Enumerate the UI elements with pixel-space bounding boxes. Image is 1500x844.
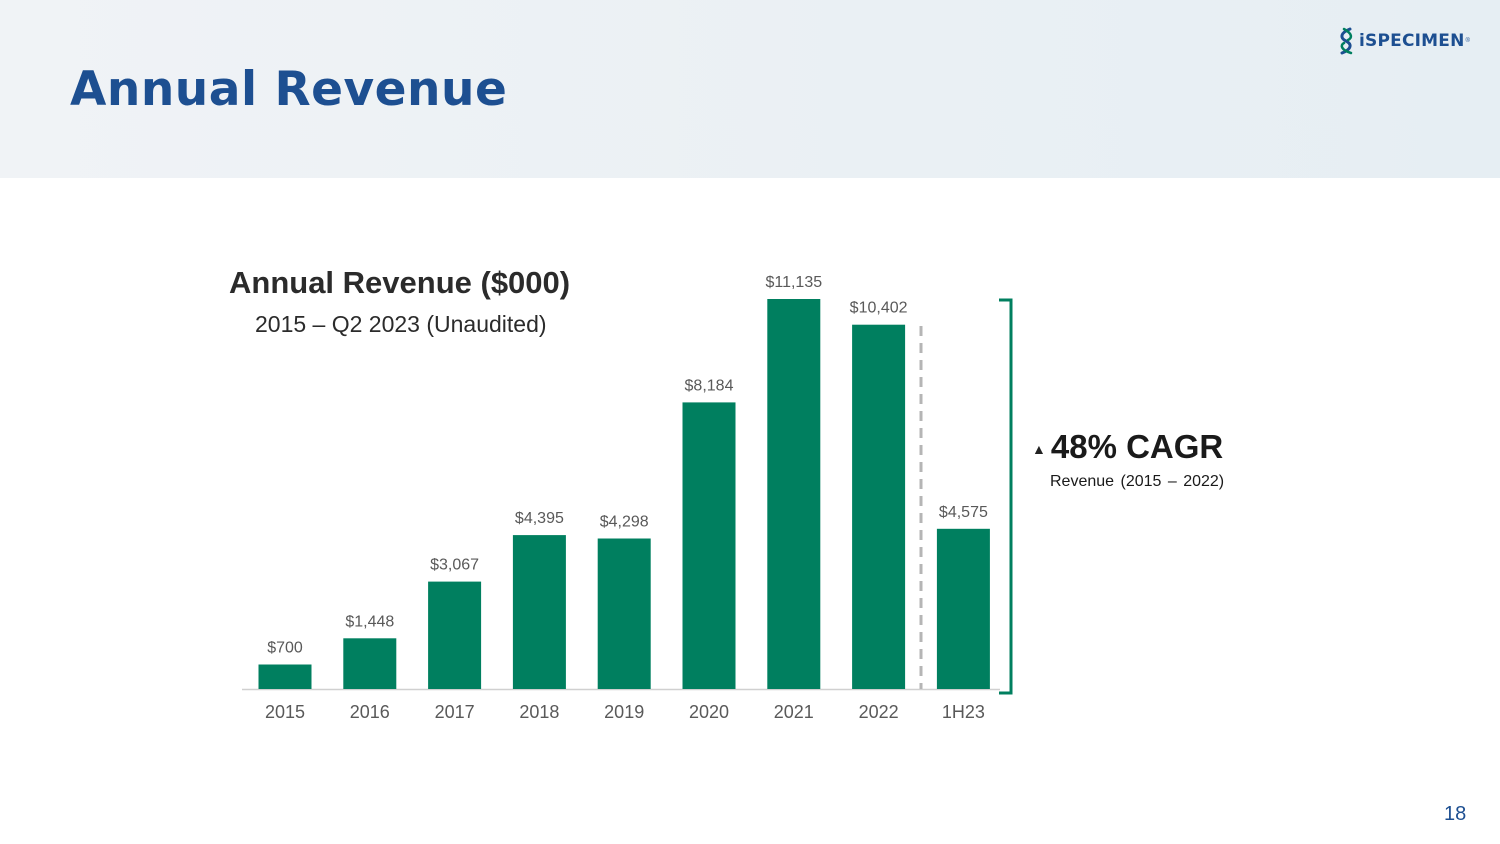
bar-2017 [428,581,482,689]
data-label-1H23: $4,575 [939,504,988,521]
cagr-callout: ▲ 48% CAGR [1032,428,1223,466]
logo-registered-mark: ® [1465,38,1470,44]
data-label-2021: $11,135 [765,274,822,291]
header-band [0,0,1500,178]
bar-2021 [767,299,821,689]
chart-subtitle: 2015 – Q2 2023 (Unaudited) [255,311,547,337]
data-label-2020: $8,184 [685,377,734,394]
up-arrow-icon: ▲ [1032,441,1046,457]
bar-2016 [343,638,397,689]
x-tick-label-2016: 2016 [350,702,390,722]
x-tick-label-2021: 2021 [774,702,814,722]
page-number: 18 [1444,803,1467,825]
chart-title: Annual Revenue ($000) [229,265,571,300]
bar-2020 [682,402,736,689]
data-label-2019: $4,298 [600,514,649,531]
logo-text: iSPECIMEN [1359,31,1465,51]
x-tick-label-2019: 2019 [604,702,644,722]
data-label-2018: $4,395 [515,510,564,527]
x-tick-label-2022: 2022 [859,702,899,722]
slide-title: Annual Revenue [70,62,508,117]
x-tick-label-2020: 2020 [689,702,729,722]
x-tick-label-2015: 2015 [265,702,305,722]
bar-2015 [258,664,312,689]
bar-2018 [512,535,566,689]
data-label-2015: $700 [267,640,303,657]
x-tick-label-2018: 2018 [519,702,559,722]
bar-2022 [852,324,906,689]
data-label-2017: $3,067 [430,557,479,574]
company-logo: iSPECIMEN ® [1338,26,1470,56]
cagr-bracket [999,298,1013,695]
bar-2019 [597,538,651,689]
x-tick-label-2017: 2017 [435,702,475,722]
cagr-value: 48% CAGR [1050,428,1224,465]
x-tick-label-1H23: 1H23 [942,702,985,722]
bar-1H23 [936,528,990,689]
cagr-caption: Revenue (2015 – 2022) [1050,473,1225,490]
dna-helix-icon [1340,27,1353,55]
data-label-2022: $10,402 [850,300,908,317]
data-label-2016: $1,448 [345,613,394,630]
